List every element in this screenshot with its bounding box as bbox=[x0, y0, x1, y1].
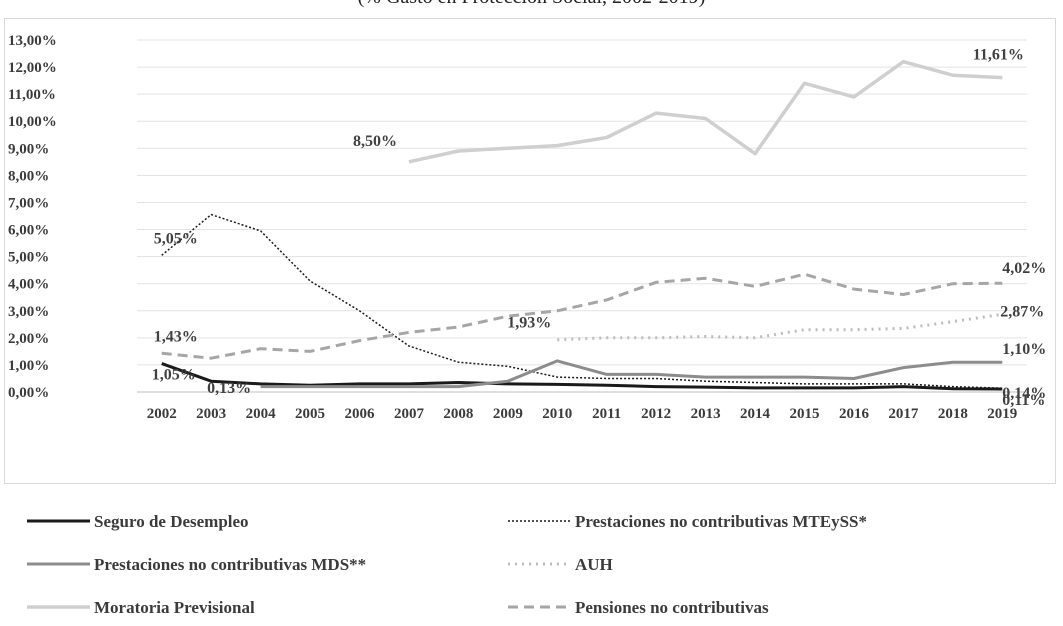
legend-item: Prestaciones no contributivas MDS** bbox=[27, 555, 366, 574]
y-tick-label: 9,00% bbox=[8, 141, 49, 157]
data-label: 4,02% bbox=[1002, 260, 1046, 277]
chart-frame bbox=[4, 18, 1056, 484]
legend-label: Prestaciones no contributivas MTEySS* bbox=[575, 512, 867, 531]
data-label: 0,11% bbox=[1002, 392, 1045, 409]
x-tick-label: 2011 bbox=[592, 406, 621, 422]
x-tick-label: 2018 bbox=[938, 406, 968, 422]
legend-item: Pensiones no contributivas bbox=[508, 598, 769, 617]
data-label: 1,10% bbox=[1002, 341, 1046, 358]
legend-item: Seguro de Desempleo bbox=[27, 512, 249, 531]
gridlines bbox=[137, 39, 1027, 393]
x-tick-label: 2007 bbox=[394, 406, 425, 422]
series-line-4 bbox=[408, 59, 1003, 164]
x-tick-label: 2002 bbox=[147, 406, 177, 422]
legend-label: Moratoria Previsional bbox=[94, 598, 255, 617]
legend-item: Prestaciones no contributivas MTEySS* bbox=[508, 512, 867, 531]
y-tick-label: 11,00% bbox=[8, 87, 56, 103]
data-label: 0,14% bbox=[1002, 385, 1046, 402]
data-label: 11,61% bbox=[973, 47, 1024, 64]
x-tick-label: 2008 bbox=[443, 406, 473, 422]
y-tick-label: 7,00% bbox=[8, 195, 49, 211]
legend-item: Moratoria Previsional bbox=[27, 598, 255, 617]
data-label: 5,05% bbox=[154, 230, 198, 247]
y-tick-label: 10,00% bbox=[8, 114, 57, 130]
x-tick-label: 2015 bbox=[790, 406, 820, 422]
y-tick-label: 4,00% bbox=[8, 277, 49, 293]
x-tick-label: 2012 bbox=[641, 406, 671, 422]
legend-label: Pensiones no contributivas bbox=[575, 598, 769, 617]
y-tick-label: 6,00% bbox=[8, 223, 49, 239]
series-line-0 bbox=[161, 362, 1003, 391]
y-tick-label: 3,00% bbox=[8, 304, 49, 320]
series-line-2 bbox=[260, 359, 1003, 389]
y-tick-label: 12,00% bbox=[8, 60, 57, 76]
data-label: 1,43% bbox=[154, 328, 198, 345]
x-tick-label: 2010 bbox=[542, 406, 572, 422]
data-label: 2,87% bbox=[1000, 303, 1044, 320]
y-tick-label: 0,00% bbox=[8, 385, 49, 401]
y-tick-label: 5,00% bbox=[8, 250, 49, 266]
series-line-1 bbox=[161, 213, 1003, 389]
data-label: 0,13% bbox=[207, 380, 251, 397]
data-label: 8,50% bbox=[353, 133, 397, 150]
x-tick-label: 2004 bbox=[246, 406, 277, 422]
y-tick-label: 1,00% bbox=[8, 358, 49, 374]
y-axis: 0,00% 1,00% 2,00% 3,00% 4,00% 5,00% 6,00% 7,00%… bbox=[8, 33, 57, 401]
x-tick-label: 2003 bbox=[196, 406, 226, 422]
legend-label: Seguro de Desempleo bbox=[94, 512, 249, 531]
series-line-5 bbox=[161, 272, 1003, 360]
series-lines bbox=[161, 59, 1003, 391]
legend-label: Prestaciones no contributivas MDS** bbox=[94, 555, 366, 574]
x-tick-label: 2005 bbox=[295, 406, 325, 422]
x-tick-label: 2014 bbox=[740, 406, 771, 422]
x-tick-label: 2013 bbox=[691, 406, 721, 422]
y-tick-label: 2,00% bbox=[8, 331, 49, 347]
x-tick-label: 2017 bbox=[888, 406, 919, 422]
x-tick-label: 2019 bbox=[987, 406, 1017, 422]
y-tick-label: 13,00% bbox=[8, 33, 57, 49]
series-line-3 bbox=[557, 312, 1003, 342]
legend-label: AUH bbox=[575, 555, 613, 574]
x-axis: 2002 2003 2004 2005 2006 2007 2008 2009 2010 2011… bbox=[147, 406, 1018, 422]
data-label: 1,93% bbox=[507, 315, 551, 332]
data-label: 1,05% bbox=[152, 367, 196, 384]
x-tick-label: 2016 bbox=[839, 406, 870, 422]
data-labels: 8,50% 11,61% 5,05% 4,02% 1,43% 1,93% 2,87% 1,10… bbox=[152, 47, 1047, 409]
x-tick-label: 2009 bbox=[493, 406, 523, 422]
legend: Seguro de Desempleo Prestaciones no contr… bbox=[27, 512, 867, 617]
legend-item: AUH bbox=[508, 555, 613, 574]
chart-caption: (% Gasto en Protección Social, 2002-2019… bbox=[0, 0, 1063, 9]
y-tick-label: 8,00% bbox=[8, 168, 49, 184]
x-tick-label: 2006 bbox=[345, 406, 376, 422]
